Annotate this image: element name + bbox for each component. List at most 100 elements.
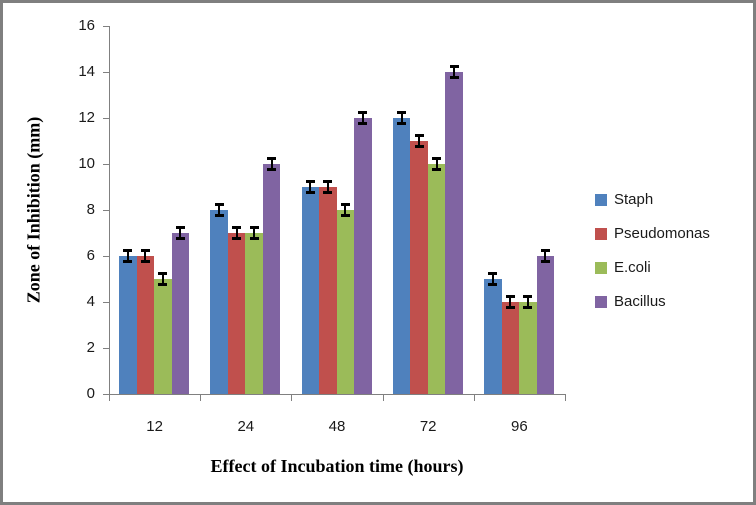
error-bar-cap — [523, 306, 533, 310]
bar-pseudomonas-24 — [227, 233, 246, 394]
error-bar-stem — [526, 296, 529, 308]
x-category-label: 72 — [419, 418, 437, 435]
error-bar-cap — [505, 306, 515, 310]
y-tick-mark — [103, 210, 109, 211]
legend-item-staph: Staph — [595, 191, 710, 208]
error-bar-cap — [140, 248, 150, 252]
error-bar-stem — [144, 250, 147, 262]
error-bar-cap — [505, 294, 515, 298]
error-bar-cap — [249, 225, 259, 229]
legend: Staph Pseudomonas E.coli Bacillus — [595, 191, 710, 310]
error-bar-stem — [326, 181, 329, 193]
y-tick-label: 8 — [86, 201, 95, 218]
legend-swatch-icon — [595, 227, 607, 240]
x-axis-title: Effect of Incubation time (hours) — [210, 456, 464, 476]
error-bar-stem — [344, 204, 347, 216]
legend-swatch-icon — [595, 193, 607, 206]
legend-label: E.coli — [614, 259, 651, 276]
error-bar-stem — [235, 227, 238, 239]
error-bar-cap — [449, 76, 459, 80]
error-bar-cap — [397, 122, 407, 126]
plot-area — [109, 26, 566, 395]
y-tick-label: 14 — [78, 63, 95, 80]
error-bar-cap — [414, 145, 424, 149]
y-tick-mark — [103, 164, 109, 165]
error-bar-cap — [123, 248, 133, 252]
y-tick-mark — [103, 118, 109, 119]
error-bar-cap — [540, 260, 550, 264]
bar-bacillus-96 — [536, 256, 554, 394]
y-axis-title: Zone of Inhibition (mm) — [23, 116, 44, 304]
error-bar-cap — [158, 283, 168, 287]
y-tick-mark — [103, 72, 109, 73]
error-bar-cap — [249, 237, 259, 241]
bar-e.coli-96 — [519, 302, 537, 394]
error-bar-cap — [175, 237, 185, 241]
error-bar-stem — [435, 158, 438, 170]
error-bar-stem — [161, 273, 164, 285]
error-bar-cap — [123, 260, 133, 264]
bar-staph-48 — [301, 187, 320, 394]
bar-staph-12 — [119, 256, 137, 394]
y-tick-label: 12 — [78, 109, 95, 126]
y-tick-label: 4 — [86, 293, 95, 310]
bar-pseudomonas-48 — [319, 187, 337, 394]
legend-item-pseudomonas: Pseudomonas — [595, 225, 710, 242]
error-bar-cap — [232, 225, 242, 229]
error-bar-cap — [540, 248, 550, 252]
bar-pseudomonas-12 — [136, 256, 155, 394]
error-bar-cap — [323, 179, 333, 183]
y-tick-mark — [103, 256, 109, 257]
bar-pseudomonas-96 — [501, 302, 519, 394]
x-tick-mark — [565, 395, 566, 401]
error-bar-stem — [544, 250, 547, 262]
error-bar-stem — [491, 273, 494, 285]
error-bar-cap — [523, 294, 533, 298]
y-tick-mark — [103, 26, 109, 27]
error-bar-stem — [253, 227, 256, 239]
error-bar-cap — [214, 202, 224, 206]
bar-bacillus-12 — [171, 233, 190, 394]
error-bar-stem — [509, 296, 512, 308]
error-bar-cap — [340, 214, 350, 218]
y-tick-label: 2 — [86, 339, 95, 356]
bar-staph-24 — [210, 210, 228, 394]
error-bar-cap — [140, 260, 150, 264]
x-tick-mark — [382, 395, 384, 401]
y-tick-label: 10 — [78, 155, 95, 172]
bar-e.coli-24 — [245, 233, 263, 394]
error-bar-cap — [397, 110, 407, 114]
error-bar-stem — [361, 112, 364, 124]
legend-label: Staph — [614, 191, 654, 208]
error-bar-cap — [340, 202, 350, 206]
y-tick-label: 6 — [86, 247, 95, 264]
x-tick-mark — [200, 395, 202, 401]
error-bar-cap — [158, 271, 168, 275]
error-bar-cap — [414, 133, 424, 137]
bar-bacillus-48 — [354, 118, 372, 394]
error-bar-cap — [267, 168, 277, 172]
error-bar-stem — [126, 250, 129, 262]
error-bar-cap — [267, 156, 277, 160]
bar-pseudomonas-72 — [410, 141, 428, 394]
bar-staph-96 — [484, 279, 502, 394]
bar-bacillus-72 — [445, 72, 463, 394]
bar-bacillus-24 — [262, 164, 281, 394]
x-tick-mark — [473, 395, 475, 401]
error-bar-stem — [270, 158, 273, 170]
error-bar-cap — [323, 191, 333, 195]
bar-e.coli-48 — [336, 210, 355, 394]
error-bar-cap — [432, 168, 442, 172]
error-bar-cap — [232, 237, 242, 241]
error-bar-cap — [175, 225, 185, 229]
y-tick-mark — [103, 302, 109, 303]
y-tick-label: 16 — [78, 17, 95, 34]
y-tick-mark — [103, 394, 109, 395]
error-bar-stem — [400, 112, 403, 124]
legend-item-ecoli: E.coli — [595, 259, 710, 276]
error-bar-cap — [488, 271, 498, 275]
legend-item-bacillus: Bacillus — [595, 293, 710, 310]
legend-label: Pseudomonas — [614, 225, 710, 242]
error-bar-stem — [179, 227, 182, 239]
error-bar-cap — [305, 179, 315, 183]
